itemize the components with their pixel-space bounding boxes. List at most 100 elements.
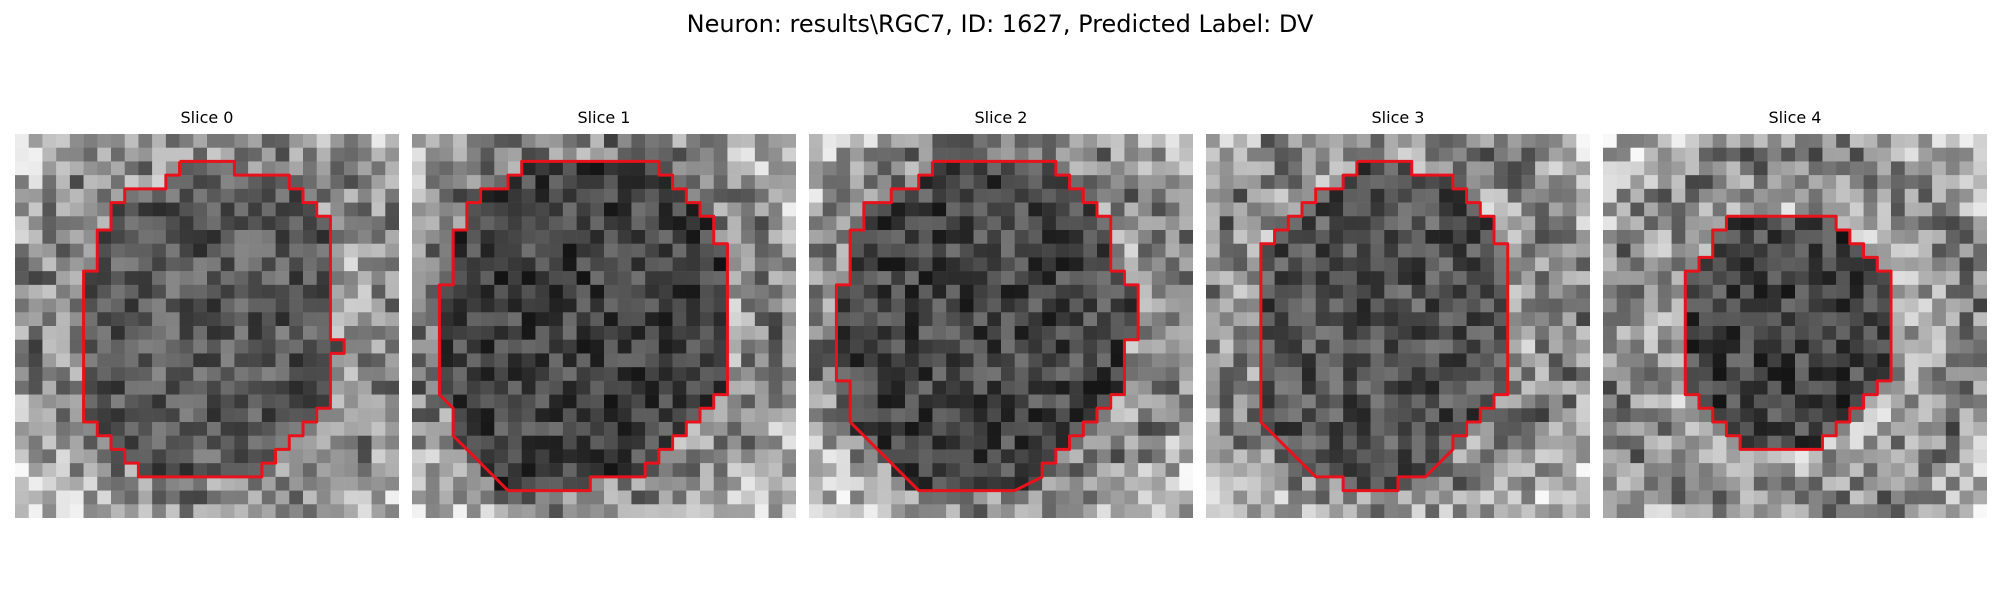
pixel [248,188,263,203]
pixel [152,422,167,436]
pixel [1151,175,1166,190]
pixel [713,271,728,286]
pixel [111,257,125,272]
pixel [1603,216,1617,231]
pixel [932,216,947,231]
pixel [1315,188,1330,203]
pixel [69,271,84,286]
pixel [1138,271,1153,286]
pixel [1836,298,1851,313]
pixel [111,380,125,395]
pixel [836,243,851,258]
pixel [1849,463,1864,478]
pixel [1398,161,1412,176]
pixel [1028,188,1043,203]
pixel [1151,216,1166,231]
pixel [946,422,961,436]
pixel [179,243,194,258]
pixel [946,284,961,299]
pixel [822,476,837,491]
pixel [1918,422,1933,436]
pixel [1863,326,1878,340]
pixel [220,326,235,340]
pixel [973,367,988,382]
pixel [686,312,701,327]
pixel [754,367,769,382]
pixel [1494,134,1508,148]
pixel [1877,422,1892,436]
pixel [303,394,317,409]
pixel [1356,134,1371,148]
pixel [111,202,125,217]
pixel [1918,326,1933,340]
pixel [1260,435,1275,450]
pixel [1288,134,1303,148]
pixel [385,188,399,203]
pixel [412,161,426,176]
pixel [1781,435,1796,450]
pixel [754,243,769,258]
pixel [152,380,167,395]
pixel [1644,339,1659,354]
pixel [1630,230,1645,244]
pixel [1945,449,1960,464]
pixel [234,339,249,354]
pixel [1425,271,1440,286]
pixel [152,353,167,368]
pixel [1904,271,1919,286]
pixel [863,230,878,244]
pixel [1740,161,1755,176]
pixel [1836,463,1851,478]
pixel [1055,353,1070,368]
pixel [1288,243,1303,258]
pixel [1069,161,1084,176]
pixel [1055,188,1070,203]
pixel [1753,422,1768,436]
pixel [207,435,221,450]
pixel [617,216,632,231]
pixel [494,490,509,505]
pixel [809,175,823,190]
pixel [1288,367,1303,382]
pixel [562,490,577,505]
pixel [1863,312,1878,327]
pixel [1959,161,1974,176]
pixel [28,422,43,436]
pixel [15,202,29,217]
pixel [700,202,714,217]
pixel [289,476,304,491]
pixel [1699,175,1713,190]
pixel [631,476,646,491]
pixel [1260,230,1275,244]
pixel [617,339,632,354]
pixel [1028,353,1043,368]
pixel [152,298,167,313]
pixel [1918,380,1933,395]
pixel [754,188,769,203]
slice-panel-2: Slice 2 [809,108,1193,518]
pixel [836,476,851,491]
pixel [700,476,714,491]
pixel [28,339,43,354]
pixel [1411,380,1426,395]
pixel [1219,284,1234,299]
pixel [412,435,426,450]
pixel [1904,134,1919,148]
pixel [1206,476,1220,491]
pixel [124,230,139,244]
pixel [1042,230,1057,244]
pixel [56,230,71,244]
pixel [700,284,714,299]
pixel [152,175,167,190]
pixel [494,134,509,148]
pixel [480,476,495,491]
pixel [138,408,153,423]
pixel [1124,367,1139,382]
pixel [1603,353,1617,368]
pixel [1206,161,1220,176]
pixel [905,326,919,340]
pixel [1124,284,1139,299]
pixel [1247,422,1262,436]
pixel [1576,243,1590,258]
pixel [1219,353,1234,368]
